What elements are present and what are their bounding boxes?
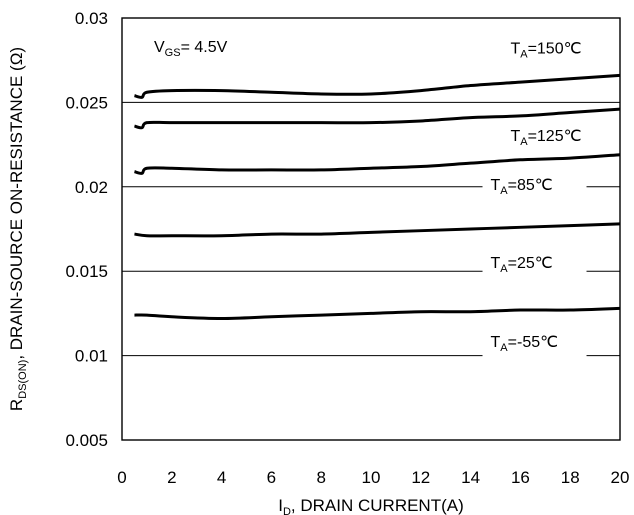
series-label-background <box>482 247 587 278</box>
x-tick-label: 4 <box>217 468 226 487</box>
series-label: TA=125℃ <box>510 128 581 148</box>
y-tick-label: 0.005 <box>65 431 108 450</box>
series-label-background <box>482 327 587 358</box>
series-label: TA=-55℃ <box>491 334 559 354</box>
y-tick-label: 0.03 <box>75 9 108 28</box>
x-tick-label: 6 <box>267 468 276 487</box>
plot-area <box>121 17 621 441</box>
x-tick-label: 0 <box>117 468 126 487</box>
x-tick-label: 8 <box>316 468 325 487</box>
y-tick-labels: 0.005 0.01 0.015 0.02 0.025 0.03 <box>65 9 108 450</box>
y-tick-label: 0.01 <box>75 347 108 366</box>
series-label-background <box>502 121 607 152</box>
series-line <box>134 107 621 130</box>
x-tick-label: 10 <box>362 468 381 487</box>
series-label: TA=85℃ <box>491 177 553 197</box>
series-line <box>134 73 621 99</box>
vgs-annotation: VGS= 4.5V <box>154 39 228 59</box>
y-axis-label: RDS(ON), DRAIN-SOURCE ON-RESISTANCE (Ω) <box>7 47 29 411</box>
x-tick-label: 18 <box>561 468 580 487</box>
series-lines <box>134 73 621 320</box>
x-tick-label: 12 <box>411 468 430 487</box>
x-axis-label: ID, DRAIN CURRENT(A) <box>278 496 464 515</box>
x-tick-label: 16 <box>511 468 530 487</box>
series-labels: TA=150℃ TA=125℃ TA=85℃ TA=25℃ TA=-55℃ <box>482 33 607 358</box>
x-tick-labels: 0 2 4 6 8 10 12 14 16 18 20 <box>117 468 629 487</box>
series-label: TA=25℃ <box>491 255 553 275</box>
series-label: TA=150℃ <box>510 40 581 60</box>
series-line <box>134 222 621 238</box>
series-label-background <box>482 170 587 201</box>
x-tick-label: 20 <box>611 468 630 487</box>
y-tick-label: 0.015 <box>65 262 108 281</box>
series-label-background <box>502 33 607 64</box>
series-line <box>134 153 621 175</box>
x-tick-label: 14 <box>461 468 480 487</box>
series-line <box>134 306 621 320</box>
y-tick-label: 0.025 <box>65 93 108 112</box>
x-tick-label: 2 <box>167 468 176 487</box>
y-tick-label: 0.02 <box>75 178 108 197</box>
